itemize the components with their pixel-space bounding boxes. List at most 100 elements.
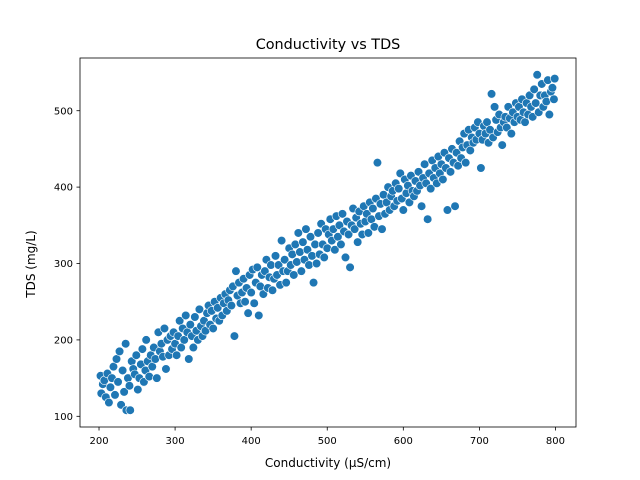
data-point (482, 117, 492, 127)
x-tick-label: 300 (166, 436, 185, 447)
data-point (105, 382, 116, 392)
data-point (161, 364, 171, 374)
data-point (231, 266, 241, 276)
data-point (340, 252, 351, 262)
data-point (363, 228, 373, 238)
data-point (497, 140, 507, 150)
y-tick-label: 200 (54, 336, 73, 347)
data-point (313, 228, 323, 238)
data-point (378, 190, 389, 200)
data-point (147, 362, 157, 372)
data-point (270, 251, 281, 261)
x-tick-label: 500 (318, 436, 337, 447)
data-point (395, 168, 405, 178)
data-point (252, 262, 262, 272)
data-point (547, 83, 558, 93)
data-point (229, 331, 240, 341)
data-point (121, 339, 131, 349)
data-point (420, 159, 430, 169)
data-point (506, 129, 516, 139)
data-point (520, 117, 530, 127)
data-point (125, 405, 135, 415)
x-tick-label: 700 (470, 436, 489, 447)
data-point (529, 84, 539, 94)
data-point (296, 266, 306, 276)
y-tick-label: 400 (54, 183, 73, 194)
y-axis-label: TDS (mg/L) (24, 230, 38, 298)
data-point (330, 245, 340, 255)
data-point (398, 205, 408, 215)
data-point (124, 381, 135, 391)
data-point (190, 312, 200, 322)
data-point (302, 245, 313, 255)
data-point (353, 237, 363, 247)
data-point (137, 344, 147, 354)
data-point (301, 224, 311, 234)
data-point (541, 96, 551, 107)
x-axis-label: Conductivity (µS/cm) (265, 456, 391, 470)
data-point (254, 310, 264, 321)
data-point (369, 222, 380, 232)
data-point (144, 371, 154, 382)
data-point (249, 298, 259, 308)
data-point (260, 266, 270, 276)
data-point (524, 90, 535, 101)
data-point (108, 362, 119, 372)
data-point (277, 235, 287, 246)
data-point (423, 214, 433, 224)
data-point (334, 220, 345, 230)
data-point (287, 249, 297, 259)
data-point (119, 387, 129, 397)
data-point (485, 125, 495, 135)
data-point (104, 397, 114, 408)
data-point (445, 167, 456, 177)
data-point (293, 228, 303, 238)
data-point (179, 335, 189, 345)
data-point (416, 201, 427, 211)
chart-title: Conductivity vs TDS (256, 37, 401, 53)
data-point (307, 251, 317, 261)
y-tick-label: 500 (54, 106, 73, 117)
data-point (213, 303, 223, 313)
data-point (114, 346, 125, 356)
x-tick-label: 200 (89, 436, 108, 447)
data-point (246, 287, 256, 298)
data-point (188, 342, 198, 353)
data-point (465, 145, 475, 156)
plot-frame (79, 57, 577, 428)
data-point (194, 304, 205, 314)
data-point (490, 102, 500, 112)
data-point (267, 285, 278, 295)
data-point (243, 308, 253, 318)
data-point (322, 243, 332, 253)
data-point (502, 122, 512, 133)
data-point (298, 237, 308, 247)
data-point (305, 232, 316, 242)
data-point (531, 98, 541, 108)
data-point (377, 224, 387, 234)
data-point (343, 229, 354, 240)
data-point (141, 335, 151, 345)
data-points (95, 70, 560, 415)
data-point (258, 289, 268, 299)
data-point (319, 252, 329, 262)
data-point (181, 310, 191, 321)
y-tick-label: 100 (54, 412, 73, 423)
data-point (255, 281, 265, 292)
data-point (176, 342, 186, 353)
y-tick-label: 300 (54, 259, 73, 270)
x-tick-label: 800 (546, 436, 565, 447)
data-point (336, 239, 346, 250)
data-point (426, 184, 436, 194)
x-tick-label: 600 (394, 436, 413, 447)
data-point (442, 205, 453, 215)
data-point (404, 197, 415, 207)
data-point (273, 260, 284, 270)
data-point (486, 89, 497, 99)
data-point (394, 184, 404, 194)
data-point (368, 203, 378, 214)
data-point (172, 350, 182, 360)
data-point (413, 167, 424, 177)
